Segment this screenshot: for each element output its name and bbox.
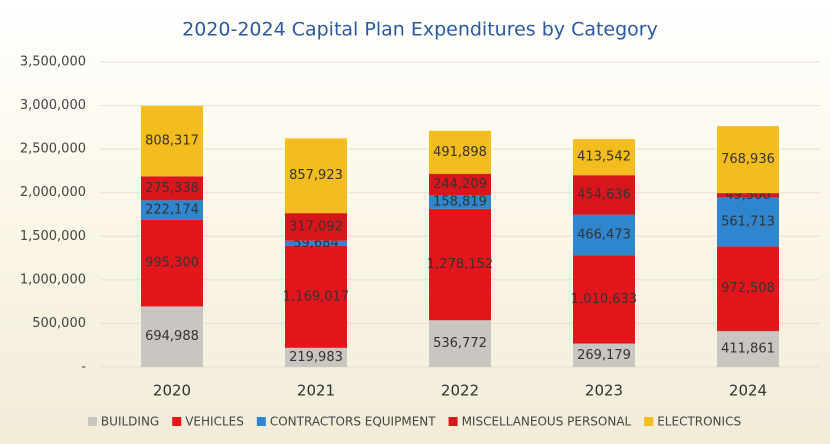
legend-swatch: [644, 417, 654, 426]
y-tick-label: 3,000,000: [20, 98, 86, 113]
bar-segment: [573, 343, 635, 367]
bar-segment: [141, 105, 203, 177]
x-tick-label: 2020: [153, 382, 191, 400]
y-tick-label: 1,000,000: [20, 272, 86, 287]
bar-segment: [573, 175, 635, 215]
bar-segment: [429, 208, 491, 321]
legend-swatch: [87, 417, 97, 426]
bar-segment: [285, 347, 347, 367]
data-label: 411,861: [721, 342, 775, 357]
legend-label: BUILDING: [101, 415, 159, 429]
data-label: 972,508: [721, 281, 775, 296]
bar-segment: [573, 214, 635, 256]
bar-segment: [285, 138, 347, 214]
data-label: 466,473: [577, 228, 631, 243]
bar-segment: [429, 320, 491, 367]
data-label: 219,983: [289, 350, 343, 365]
data-label: 1,278,152: [427, 257, 493, 272]
bar-segment: [429, 195, 491, 209]
legend-label: CONTRACTORS EQUIPMENT: [270, 415, 436, 429]
y-tick-label: 2,000,000: [20, 185, 86, 200]
bar-segment: [285, 240, 347, 246]
x-tick-label: 2023: [585, 382, 623, 400]
bar-segment: [717, 246, 779, 332]
data-label: 536,772: [433, 336, 487, 351]
y-tick-label: 500,000: [32, 316, 86, 331]
y-tick-label: 3,500,000: [20, 55, 86, 70]
bar-segment: [429, 173, 491, 196]
data-label: 1,169,017: [283, 289, 349, 304]
bar-segment: [285, 213, 347, 241]
bar-segment: [141, 200, 203, 220]
data-label: 454,636: [577, 188, 631, 203]
legend-label: VEHICLES: [185, 415, 244, 429]
data-label: 317,092: [289, 219, 343, 234]
bar-segment: [573, 255, 635, 344]
y-tick-label: 1,500,000: [20, 229, 86, 244]
data-label: 158,819: [433, 194, 487, 209]
x-tick-label: 2024: [729, 382, 767, 400]
bar-segment: [141, 219, 203, 307]
legend-label: MISCELLANEOUS PERSONAL: [462, 415, 632, 429]
legend-swatch: [172, 417, 182, 426]
bar-segment: [717, 331, 779, 367]
data-label: 491,898: [433, 145, 487, 160]
data-label: 413,542: [577, 150, 631, 165]
data-label: 269,179: [577, 348, 631, 363]
data-label: 808,317: [145, 134, 199, 149]
bar-segment: [573, 139, 635, 176]
y-tick-label: 2,500,000: [20, 142, 86, 157]
bar-segment: [717, 193, 779, 198]
legend-label: ELECTRONICS: [657, 415, 741, 429]
data-label: 561,713: [721, 214, 775, 229]
data-label: 857,923: [289, 168, 343, 183]
y-tick-label: -: [81, 360, 86, 375]
bar-segment: [717, 126, 779, 194]
bar-segment: [285, 245, 347, 348]
data-label: 1,010,633: [571, 292, 637, 307]
data-label: 222,174: [145, 203, 199, 218]
bar-segment: [429, 130, 491, 174]
data-label: 995,300: [145, 256, 199, 271]
legend-swatch: [256, 417, 266, 426]
data-label: 694,988: [145, 329, 199, 344]
chart-title: 2020-2024 Capital Plan Expenditures by C…: [182, 19, 658, 41]
bar-segment: [717, 197, 779, 247]
data-label: 275,338: [145, 181, 199, 196]
legend-swatch: [448, 417, 458, 426]
bar-segment: [141, 176, 203, 201]
bar-segment: [141, 306, 203, 367]
data-label: 768,936: [721, 152, 775, 167]
x-tick-label: 2022: [441, 382, 479, 400]
data-label: 244,209: [433, 177, 487, 192]
x-tick-label: 2021: [297, 382, 335, 400]
